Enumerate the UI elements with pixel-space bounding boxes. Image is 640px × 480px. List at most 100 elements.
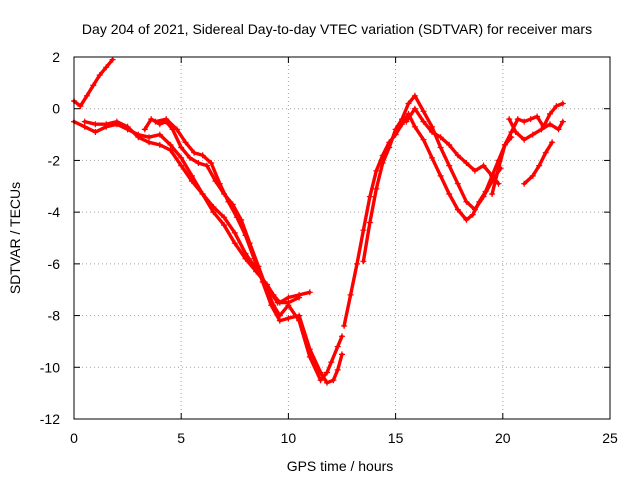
data-point (152, 118, 159, 125)
data-point (559, 100, 566, 107)
data-point (317, 377, 324, 384)
data-point (366, 219, 373, 226)
data-point (547, 110, 553, 117)
data-point (392, 126, 399, 133)
data-point (480, 193, 487, 200)
data-point (469, 211, 476, 218)
data-point (501, 141, 508, 148)
data-point (135, 134, 142, 141)
data-point (411, 92, 418, 99)
data-point (216, 180, 223, 187)
data-point (429, 123, 435, 130)
data-point (81, 118, 88, 125)
data-point (489, 172, 496, 179)
data-point (437, 172, 444, 179)
data-point (379, 160, 386, 166)
data-point (403, 118, 410, 125)
data-point (420, 118, 427, 125)
data-point (167, 147, 174, 154)
x-tick-label: 25 (602, 430, 618, 446)
data-point (373, 167, 380, 174)
data-point (178, 154, 185, 161)
data-point (420, 136, 427, 143)
data-point (146, 134, 152, 141)
data-point (489, 191, 496, 197)
data-point (324, 369, 330, 376)
data-point (480, 162, 487, 169)
data-point (178, 144, 185, 151)
data-point (233, 214, 240, 221)
data-point (529, 131, 536, 138)
y-tick-label: 2 (52, 49, 60, 65)
data-point (317, 369, 324, 376)
data-point (156, 141, 163, 148)
data-point (146, 139, 152, 146)
data-point (167, 141, 174, 148)
data-point (324, 379, 330, 386)
data-point (339, 351, 345, 358)
data-point (113, 118, 120, 125)
y-tick-label: -8 (48, 308, 61, 324)
data-point (463, 160, 470, 166)
data-point (163, 116, 170, 123)
data-point (77, 103, 84, 110)
data-point (276, 317, 283, 324)
y-tick-label: -12 (40, 411, 60, 427)
x-tick-label: 20 (495, 430, 511, 446)
data-point (96, 72, 103, 79)
y-axis-label: SDTVAR / TECUs (7, 182, 23, 294)
data-point (521, 180, 528, 187)
data-point (547, 121, 553, 128)
data-point (178, 162, 185, 169)
data-point (437, 144, 444, 151)
data-point (90, 82, 97, 89)
data-point (527, 116, 534, 123)
data-point (334, 343, 341, 350)
grid (74, 57, 610, 419)
data-point (182, 139, 189, 146)
data-point (103, 121, 110, 128)
data-point (506, 116, 513, 123)
data-point (495, 180, 502, 187)
x-tick-label: 15 (388, 430, 404, 446)
data-point (186, 154, 193, 161)
data-point (225, 198, 232, 205)
data-point (148, 116, 155, 123)
data-point (454, 152, 461, 159)
series-track-1 (71, 56, 116, 110)
data-point (437, 134, 444, 141)
data-point (203, 162, 210, 169)
data-point (306, 289, 313, 296)
data-point (334, 366, 341, 373)
y-tick-label: -2 (48, 152, 61, 168)
data-point (536, 162, 543, 169)
plot-frame (73, 56, 611, 420)
data-point (429, 129, 435, 135)
data-point (83, 92, 90, 99)
data-point (109, 56, 116, 63)
data-point (366, 193, 373, 200)
data-point (191, 149, 198, 156)
series-track-10 (506, 116, 566, 143)
y-tick-label: 0 (52, 101, 60, 117)
data-point (268, 302, 275, 309)
data-point (411, 123, 418, 130)
x-tick-label: 10 (281, 430, 297, 446)
data-point (429, 154, 435, 161)
data-point (471, 206, 478, 213)
data-point (221, 214, 228, 221)
data-point (124, 123, 131, 130)
data-point (454, 206, 461, 213)
data-point (373, 185, 380, 192)
series-track-11 (521, 139, 556, 187)
data-point (141, 126, 148, 133)
series-track-7 (360, 92, 504, 265)
data-point (231, 229, 238, 236)
data-point (274, 299, 281, 306)
data-point (221, 222, 228, 229)
series-track-8 (403, 105, 502, 187)
data-point (521, 136, 528, 143)
data-point (446, 191, 453, 197)
